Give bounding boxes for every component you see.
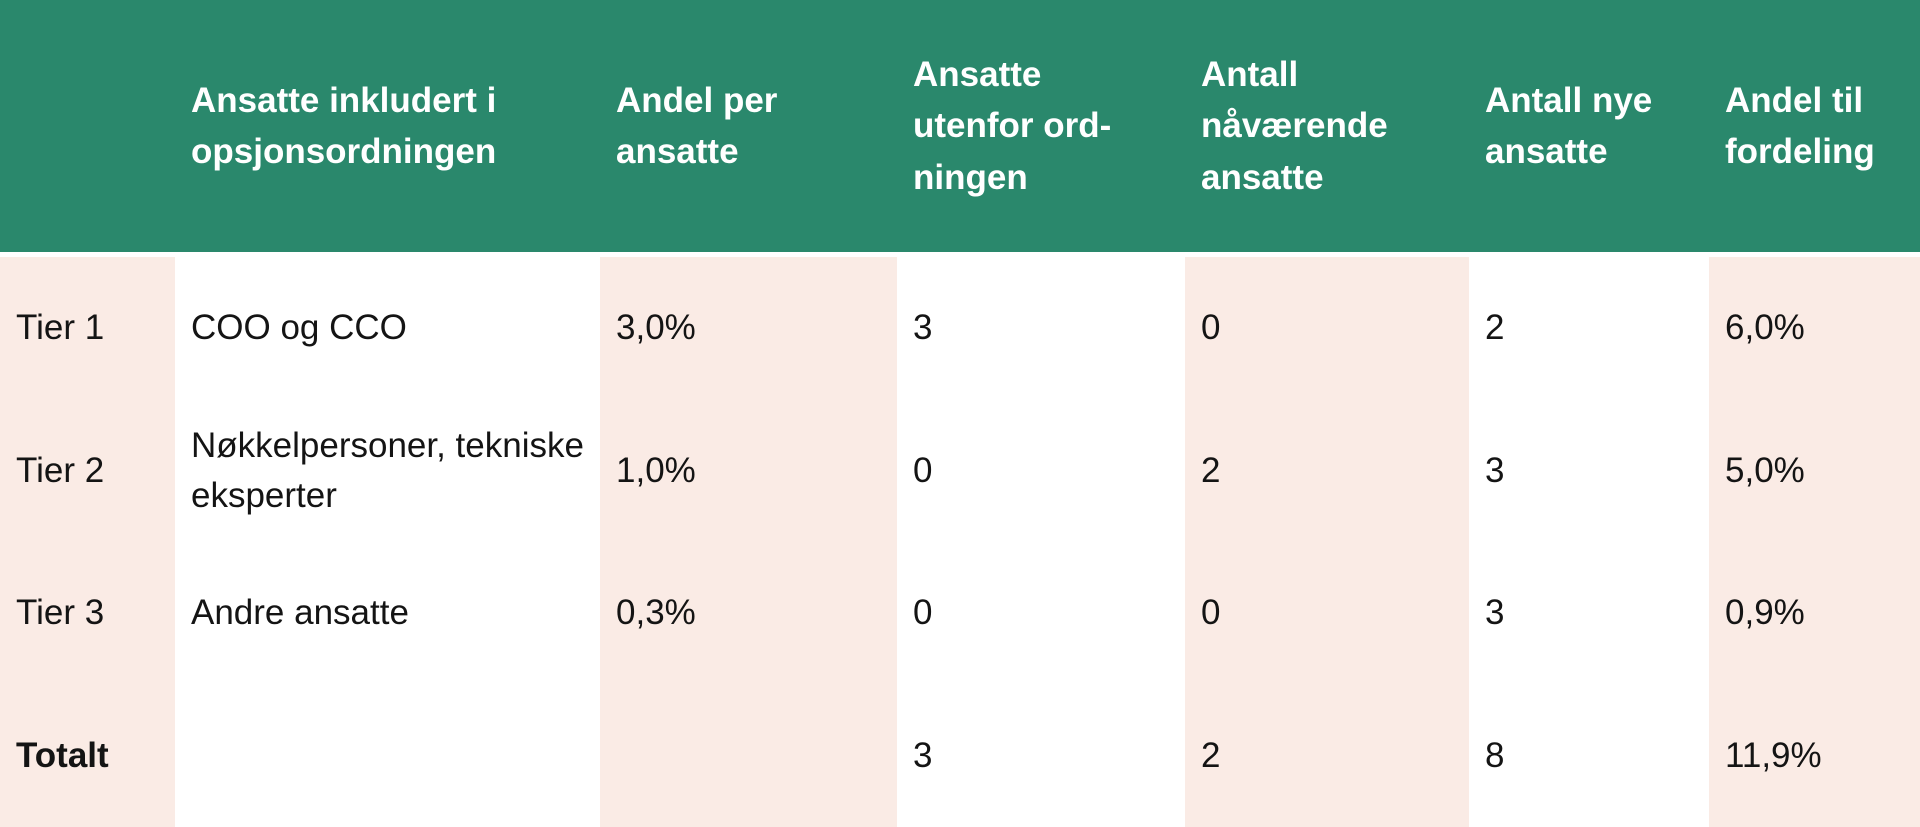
header-row: Ansatte inkludert i opsjonsordningen And… [0,0,1920,257]
cell-allocation-share: 6,0% [1725,308,1805,348]
cell-share-per-employee: 1,0% [616,450,696,490]
cell-included-employees: Nøkkelpersoner, tekniske eksperter [191,426,584,515]
cell-tier-label: Tier 2 [16,450,105,490]
cell-included-employees: Andre ansatte [191,593,409,633]
cell-share-per-employee: 0,3% [616,593,696,633]
table-row-tier-2: Tier 2 Nøkkelpersoner, tekniske eksperte… [0,400,1920,542]
table-row-tier-1: Tier 1 COO og CCO 3,0% 3 0 2 6,0% [0,255,1920,400]
cell-tier-label: Tier 3 [16,593,105,633]
table-row-total: Totalt 3 2 8 11,9% [0,684,1920,827]
cell-new-employees: 8 [1485,735,1505,775]
col-header-included-employees: Ansatte inkludert i opsjonsordningen [175,0,600,257]
col-header-current-employees: Antall nåværende ansatte [1185,0,1469,257]
cell-current-employees: 0 [1201,593,1221,633]
cell-new-employees: 2 [1485,308,1505,348]
cell-total-label: Totalt [16,735,109,775]
cell-new-employees: 3 [1485,593,1505,633]
cell-new-employees: 3 [1485,450,1505,490]
cell-allocation-share: 5,0% [1725,450,1805,490]
cell-outside-scheme: 0 [913,593,933,633]
col-header-share-per-employee: Andel per ansatte [600,0,897,257]
col-header-new-employees: Antall nye ansatte [1469,0,1709,257]
cell-share-per-employee [600,684,897,827]
cell-tier-label: Tier 1 [16,308,105,348]
cell-current-employees: 0 [1201,308,1221,348]
col-header-outside-scheme: Ansatte utenfor ord-ningen [897,0,1185,257]
cell-allocation-share: 0,9% [1725,593,1805,633]
table-row-tier-3: Tier 3 Andre ansatte 0,3% 0 0 3 0,9% [0,542,1920,684]
cell-share-per-employee: 3,0% [616,308,696,348]
cell-current-employees: 2 [1201,735,1221,775]
cell-allocation-share: 11,9% [1725,735,1822,775]
cell-outside-scheme: 0 [913,450,933,490]
col-header-tier [0,0,175,257]
cell-current-employees: 2 [1201,450,1221,490]
col-header-allocation-share: Andel til fordeling [1709,0,1920,257]
cell-included-employees: COO og CCO [191,308,407,348]
cell-included-employees [175,684,600,827]
cell-outside-scheme: 3 [913,735,933,775]
cell-outside-scheme: 3 [913,308,933,348]
